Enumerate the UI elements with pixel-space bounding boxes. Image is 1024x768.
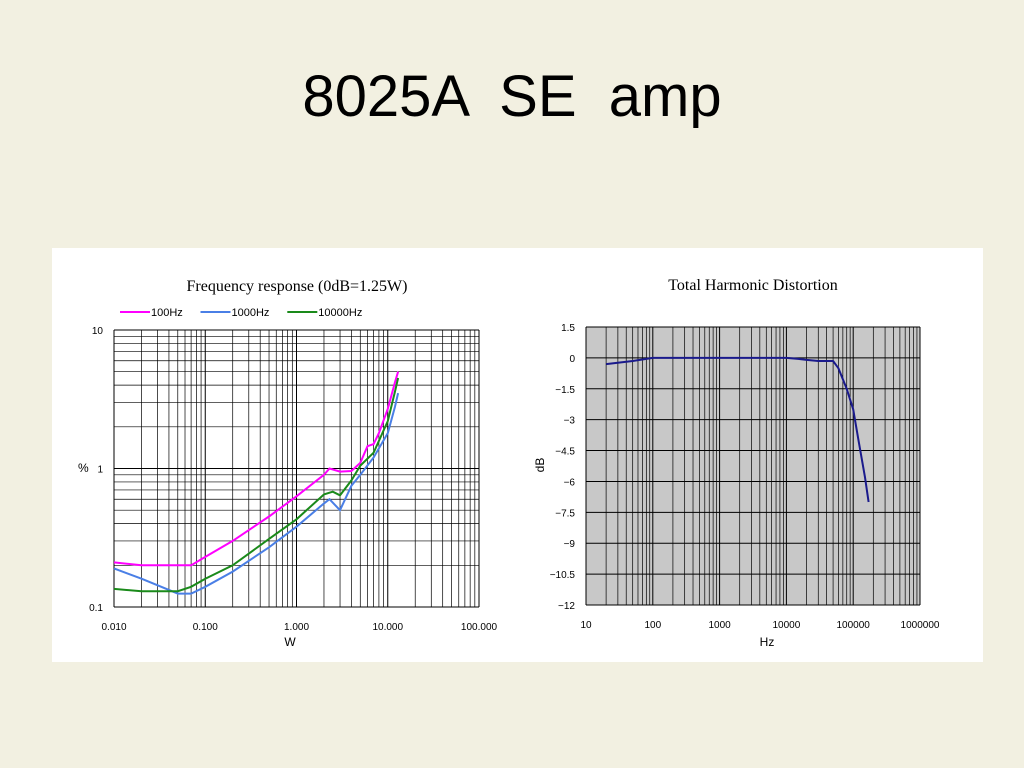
fr-y-tick-label: 1 xyxy=(97,465,103,476)
thd-x-tick-label: 10 xyxy=(580,620,592,631)
thd-x-tick-label: 1000000 xyxy=(901,620,940,631)
fr-x-label: W xyxy=(284,635,296,649)
fr-chart-title: Frequency response (0dB=1.25W) xyxy=(187,278,408,295)
thd-ticks: 10 100 1000 10000 100000 1000000 1.5 0 −1.5 −3 −4.… xyxy=(550,323,940,631)
thd-chart: Total Harmonic Distortion 10 100 1000 10000… xyxy=(533,277,940,649)
slide-title: 8025A SE amp xyxy=(302,64,722,129)
fr-y-tick-label: 10 xyxy=(92,326,104,337)
fr-y-label: % xyxy=(78,461,89,475)
fr-x-tick-label: 1.000 xyxy=(284,622,309,633)
thd-chart-title: Total Harmonic Distortion xyxy=(668,277,838,294)
thd-y-tick-label: −1.5 xyxy=(555,385,575,396)
fr-x-tick-label: 100.000 xyxy=(461,622,498,633)
fr-y-tick-label: 0.1 xyxy=(89,603,103,614)
fr-series xyxy=(113,371,400,595)
charts-panel: Frequency response (0dB=1.25W) 100Hz 1000… xyxy=(52,248,983,662)
thd-x-tick-label: 100000 xyxy=(837,620,871,631)
charts-svg: Frequency response (0dB=1.25W) 100Hz 1000… xyxy=(78,277,940,649)
fr-grid xyxy=(113,329,480,608)
thd-y-tick-label: −7.5 xyxy=(555,508,575,519)
thd-y-tick-label: 1.5 xyxy=(561,323,575,334)
fr-legend-label: 1000Hz xyxy=(232,307,270,319)
thd-y-tick-label: −12 xyxy=(558,601,575,612)
thd-series xyxy=(605,356,870,503)
fr-series-line xyxy=(113,371,400,567)
thd-series-line xyxy=(605,356,870,503)
fr-legend: 100Hz 1000Hz 10000Hz xyxy=(120,307,362,319)
thd-plot-background xyxy=(586,327,920,605)
thd-x-tick-label: 100 xyxy=(644,620,661,631)
fr-x-tick-label: 10.000 xyxy=(372,622,403,633)
thd-y-label: dB xyxy=(533,458,547,473)
fr-legend-label: 100Hz xyxy=(151,307,183,319)
fr-series-line xyxy=(113,392,400,595)
fr-legend-label: 10000Hz xyxy=(318,307,362,319)
thd-y-tick-label: −9 xyxy=(564,539,576,550)
thd-y-tick-label: −6 xyxy=(564,477,576,488)
thd-y-tick-label: −3 xyxy=(564,416,576,427)
thd-y-tick-label: −10.5 xyxy=(550,570,576,581)
fr-x-tick-label: 0.010 xyxy=(101,622,126,633)
thd-x-tick-label: 1000 xyxy=(708,620,731,631)
fr-ticks: 0.010 0.100 1.000 10.000 100.000 10 1 0.1 xyxy=(89,326,497,633)
fr-x-tick-label: 0.100 xyxy=(193,622,218,633)
frequency-response-chart: Frequency response (0dB=1.25W) 100Hz 1000… xyxy=(78,278,498,649)
thd-x-label: Hz xyxy=(760,635,775,649)
thd-x-tick-label: 10000 xyxy=(772,620,800,631)
thd-grid xyxy=(585,326,921,606)
fr-series-line xyxy=(113,377,400,593)
thd-y-tick-label: 0 xyxy=(569,354,575,365)
thd-y-tick-label: −4.5 xyxy=(555,447,575,458)
